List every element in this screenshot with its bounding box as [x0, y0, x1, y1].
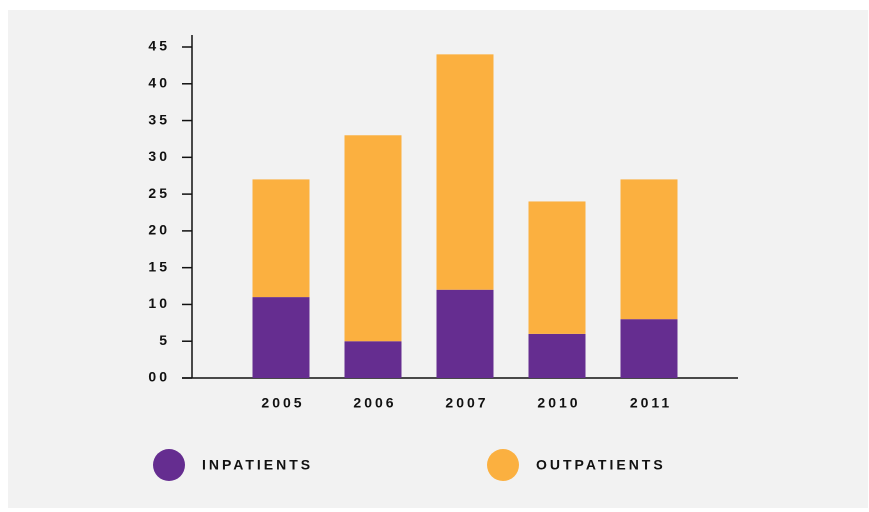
y-tick-label: 25	[148, 185, 170, 201]
bar-segment	[344, 341, 402, 378]
bar-segment	[620, 319, 678, 378]
bar-segment	[344, 135, 402, 342]
bar-segment	[252, 297, 310, 378]
y-tick-label: 00	[148, 369, 170, 385]
legend-label: INPATIENTS	[202, 457, 313, 473]
x-tick-label: 2005	[261, 395, 304, 411]
y-tick-label: 15	[148, 258, 170, 274]
y-tick-label: 5	[159, 332, 170, 348]
bar-segment	[528, 201, 586, 334]
y-tick-label: 40	[148, 74, 170, 90]
legend-swatch	[487, 449, 519, 481]
x-tick-label: 2010	[537, 395, 580, 411]
y-tick-label: 10	[148, 295, 170, 311]
bar-segment	[620, 179, 678, 320]
bar-segment	[436, 54, 494, 290]
bar-segment	[436, 289, 494, 378]
bar-segment	[528, 333, 586, 378]
x-tick-label: 2007	[445, 395, 488, 411]
x-tick-label: 2006	[353, 395, 396, 411]
y-tick-label: 20	[148, 222, 170, 238]
bar-segment	[252, 179, 310, 298]
y-tick-label: 35	[148, 111, 170, 127]
y-tick-label: 45	[148, 38, 170, 54]
y-tick-label: 30	[148, 148, 170, 164]
legend-swatch	[153, 449, 185, 481]
x-tick-label: 2011	[630, 395, 672, 411]
legend-label: OUTPATIENTS	[536, 457, 666, 473]
